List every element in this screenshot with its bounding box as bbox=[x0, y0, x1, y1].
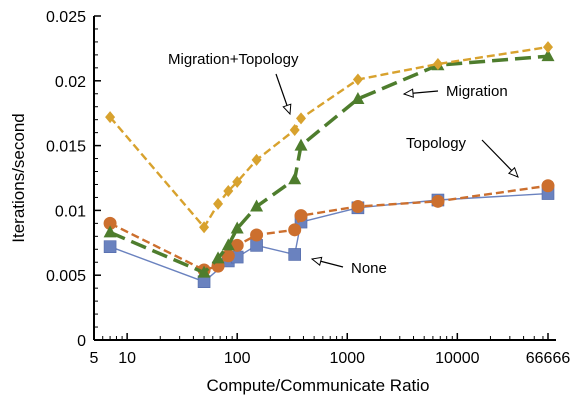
data-point-migration bbox=[211, 251, 225, 264]
y-tick-label: 0 bbox=[77, 333, 86, 350]
data-point-topology bbox=[541, 179, 555, 193]
y-tick-label: 0.005 bbox=[46, 268, 86, 285]
arrow-none bbox=[310, 256, 344, 268]
series-line-topology bbox=[109, 184, 549, 272]
annotation-migration-topology: Migration+Topology bbox=[168, 51, 299, 68]
data-point-migration-topology bbox=[251, 153, 262, 166]
axes: 0 0.005 0.01 0.015 0.02 0.025 5 10 100 1000 10000 6… bbox=[46, 9, 570, 367]
arrow-none-head bbox=[310, 256, 323, 266]
data-point-topology bbox=[103, 216, 117, 230]
y-tick-label: 0.01 bbox=[55, 203, 86, 220]
series-line-migration-topology bbox=[109, 45, 549, 229]
y-tick-label: 0.015 bbox=[46, 139, 86, 156]
annotation-none: None bbox=[351, 260, 387, 277]
data-point-migration bbox=[288, 172, 302, 185]
annotation-migration: Migration bbox=[446, 83, 508, 100]
y-axis-title: Iterations/second bbox=[9, 113, 28, 242]
y-tick-label: 0.025 bbox=[46, 9, 86, 26]
series-topology bbox=[103, 179, 555, 277]
data-point-topology bbox=[250, 228, 264, 242]
data-point-migration-topology bbox=[296, 112, 307, 125]
x-axis-title: Compute/Communicate Ratio bbox=[207, 376, 430, 395]
data-point-migration-topology bbox=[352, 73, 363, 86]
series-line-none bbox=[109, 192, 549, 283]
x-tick-label: 5 bbox=[90, 350, 99, 367]
data-point-migration bbox=[351, 91, 365, 104]
data-point-migration-topology bbox=[432, 57, 443, 70]
data-point-migration bbox=[294, 138, 308, 151]
annotation-topology: Topology bbox=[406, 135, 467, 152]
annotation-layer: Migration+Topology Migration Topology No… bbox=[168, 51, 519, 277]
data-point-migration-topology bbox=[213, 197, 224, 210]
data-point-migration bbox=[250, 199, 264, 212]
series-migration bbox=[103, 49, 555, 278]
arrow-migration-head bbox=[402, 88, 414, 98]
data-point-none bbox=[288, 248, 301, 261]
series-migration-topology bbox=[105, 41, 553, 234]
data-point-migration-topology bbox=[289, 124, 300, 137]
x-tick-label: 10000 bbox=[435, 350, 480, 367]
arrow-migration-topology bbox=[275, 73, 292, 116]
x-tick-label: 10 bbox=[118, 350, 136, 367]
data-point-topology bbox=[221, 249, 235, 263]
x-tick-label: 100 bbox=[224, 350, 251, 367]
data-point-topology bbox=[351, 200, 365, 214]
data-point-migration-topology bbox=[223, 184, 234, 197]
data-point-topology bbox=[294, 209, 308, 223]
data-point-migration bbox=[541, 49, 555, 62]
y-tick-label: 0.02 bbox=[55, 74, 86, 91]
data-point-migration bbox=[103, 225, 117, 238]
data-point-migration bbox=[221, 238, 235, 251]
data-point-topology bbox=[431, 194, 445, 208]
data-point-migration-topology bbox=[199, 221, 210, 234]
x-tick-label: 1000 bbox=[329, 350, 365, 367]
data-point-topology bbox=[230, 238, 244, 252]
data-point-migration bbox=[197, 265, 211, 278]
arrow-migration-topology-head bbox=[282, 103, 292, 116]
arrow-migration bbox=[402, 88, 439, 98]
series-layer bbox=[103, 41, 555, 288]
data-point-none bbox=[103, 240, 117, 253]
x-tick-label: 66666 bbox=[526, 350, 571, 367]
data-point-topology bbox=[288, 223, 302, 237]
arrow-topology-head bbox=[507, 166, 519, 178]
data-point-migration bbox=[230, 221, 244, 234]
series-none bbox=[103, 187, 555, 288]
data-point-migration-topology bbox=[232, 175, 243, 188]
data-point-migration-topology bbox=[543, 41, 553, 54]
data-point-migration-topology bbox=[105, 111, 116, 124]
arrow-topology bbox=[481, 139, 519, 178]
